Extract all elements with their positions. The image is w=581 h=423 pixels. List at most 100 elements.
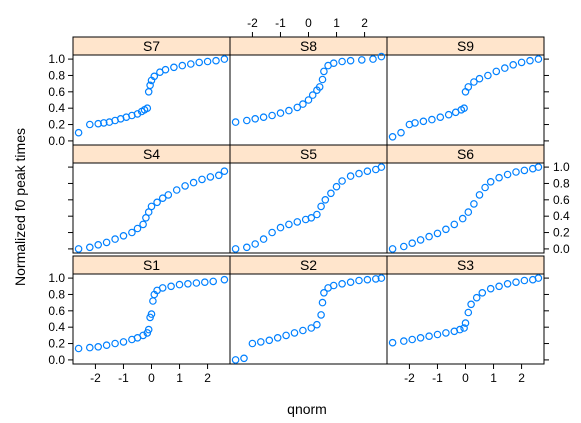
data-point xyxy=(338,57,346,66)
panel-s5: S5 xyxy=(229,144,388,254)
data-point xyxy=(293,218,302,226)
data-point xyxy=(231,356,240,364)
data-point xyxy=(318,75,327,84)
x-tick-label: 1 xyxy=(333,16,340,30)
data-point xyxy=(147,310,156,318)
data-point xyxy=(332,182,341,191)
panel-s7: S7 xyxy=(72,36,231,146)
y-tick-label: 1.0 xyxy=(553,160,570,174)
data-point xyxy=(475,74,484,83)
data-point xyxy=(307,214,316,222)
data-point xyxy=(276,223,285,232)
data-point xyxy=(195,58,204,67)
data-point xyxy=(495,282,503,291)
data-point xyxy=(212,56,220,65)
data-point xyxy=(102,341,111,350)
data-point xyxy=(534,55,543,63)
y-tick-label: 0.8 xyxy=(48,287,65,301)
data-point xyxy=(111,235,119,243)
data-point xyxy=(355,169,363,178)
data-point xyxy=(259,113,268,122)
data-point xyxy=(369,55,377,63)
panel-strip-label: S6 xyxy=(457,146,474,162)
data-point xyxy=(189,178,198,187)
data-point xyxy=(313,210,321,219)
data-point xyxy=(534,274,543,282)
data-point xyxy=(243,243,251,252)
data-point xyxy=(329,59,338,68)
data-point xyxy=(240,354,248,363)
data-point xyxy=(86,120,94,129)
data-point xyxy=(388,338,397,347)
data-point xyxy=(268,111,276,120)
data-point xyxy=(94,241,103,249)
data-point xyxy=(315,83,324,91)
data-point xyxy=(220,275,229,284)
panel-strip-label: S8 xyxy=(300,38,317,54)
data-point xyxy=(320,67,328,76)
data-point xyxy=(133,110,142,118)
data-point xyxy=(464,83,473,91)
data-point xyxy=(128,228,136,237)
x-tick-label: 2 xyxy=(518,371,525,385)
data-point xyxy=(144,88,153,96)
data-point xyxy=(534,163,543,171)
data-point xyxy=(119,232,128,240)
data-point xyxy=(147,202,156,211)
y-tick-label: 0.8 xyxy=(48,68,65,82)
data-point xyxy=(172,186,181,194)
data-point xyxy=(472,293,481,302)
x-tick-label: 2 xyxy=(204,371,211,385)
panel-strip-label: S9 xyxy=(457,38,474,54)
data-point xyxy=(346,56,355,65)
data-point xyxy=(481,183,489,192)
data-point xyxy=(444,110,453,119)
y-tick-label: 0.4 xyxy=(48,101,65,115)
data-point xyxy=(458,214,467,223)
data-point xyxy=(492,67,501,76)
data-point xyxy=(317,311,325,319)
x-tick-label: -1 xyxy=(275,16,286,30)
data-point xyxy=(102,238,111,247)
data-point xyxy=(167,282,175,291)
data-point xyxy=(500,64,509,72)
data-point xyxy=(231,245,240,253)
data-point xyxy=(86,243,94,252)
data-point xyxy=(170,63,178,72)
data-point xyxy=(460,104,468,113)
data-point xyxy=(503,279,512,288)
data-point xyxy=(399,337,408,345)
panel-s6: S6 xyxy=(386,144,545,254)
data-point xyxy=(486,178,495,186)
panel-strip-label: S3 xyxy=(457,257,474,273)
data-point xyxy=(209,277,218,286)
data-point xyxy=(464,208,473,216)
x-tick-label: 0 xyxy=(305,16,312,30)
data-point xyxy=(329,281,338,290)
data-point xyxy=(153,198,161,207)
data-point xyxy=(320,288,328,297)
data-point xyxy=(470,78,478,86)
data-point xyxy=(520,276,529,285)
data-point xyxy=(425,232,433,241)
data-point xyxy=(464,308,473,317)
data-point xyxy=(285,106,293,115)
data-point xyxy=(433,229,442,238)
x-tick-label: -2 xyxy=(90,371,101,385)
data-point xyxy=(442,329,450,337)
data-point xyxy=(150,72,159,81)
data-point xyxy=(408,239,417,248)
data-point xyxy=(503,170,512,179)
data-point xyxy=(317,202,325,211)
data-point xyxy=(388,133,397,141)
panel-s3: S3 xyxy=(386,255,545,365)
data-point xyxy=(268,228,276,237)
data-point xyxy=(377,274,386,282)
data-point xyxy=(436,113,445,122)
data-point xyxy=(74,344,83,353)
data-point xyxy=(313,320,321,329)
data-point xyxy=(512,278,520,287)
data-point xyxy=(111,339,119,348)
panel-frame xyxy=(386,162,545,254)
